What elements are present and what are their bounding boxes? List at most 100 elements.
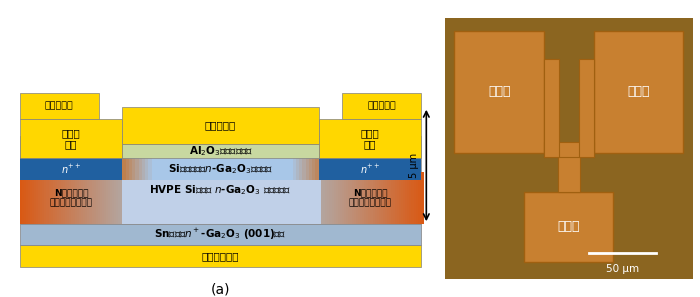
Bar bbox=[217, 158, 220, 181]
Bar bbox=[57, 172, 59, 224]
Bar bbox=[20, 119, 122, 158]
Bar bbox=[139, 158, 142, 181]
Text: (a): (a) bbox=[211, 283, 230, 297]
Text: Nイオン注入
電流ブロック領域: Nイオン注入 電流ブロック領域 bbox=[50, 188, 92, 208]
Bar bbox=[381, 172, 383, 224]
Bar bbox=[185, 158, 188, 181]
Bar bbox=[48, 172, 50, 224]
Bar bbox=[88, 172, 90, 224]
Bar bbox=[234, 158, 237, 181]
Bar bbox=[356, 172, 358, 224]
Bar bbox=[414, 172, 416, 224]
Bar bbox=[372, 172, 375, 224]
Bar bbox=[24, 172, 26, 224]
Bar bbox=[283, 158, 286, 181]
Bar bbox=[374, 172, 377, 224]
Bar bbox=[342, 172, 344, 224]
Bar bbox=[155, 158, 158, 181]
Bar bbox=[293, 158, 296, 181]
Bar bbox=[191, 158, 195, 181]
Bar bbox=[286, 158, 289, 181]
Bar bbox=[104, 172, 106, 224]
Bar bbox=[328, 172, 330, 224]
Bar bbox=[63, 172, 65, 224]
Text: $n^{++}$: $n^{++}$ bbox=[360, 163, 380, 176]
Text: パッド電極: パッド電極 bbox=[45, 102, 74, 111]
Bar bbox=[44, 172, 46, 224]
Bar bbox=[309, 158, 312, 181]
Bar bbox=[116, 172, 118, 224]
Bar bbox=[399, 172, 401, 224]
Bar bbox=[32, 172, 34, 224]
Bar bbox=[250, 158, 253, 181]
Bar bbox=[135, 158, 139, 181]
Bar bbox=[55, 172, 57, 224]
Bar bbox=[77, 172, 79, 224]
Bar bbox=[332, 172, 334, 224]
Bar bbox=[246, 158, 250, 181]
Text: ソース
電極: ソース 電極 bbox=[62, 128, 80, 149]
Bar bbox=[296, 158, 299, 181]
Bar bbox=[420, 172, 421, 224]
Bar bbox=[224, 158, 227, 181]
Bar bbox=[579, 59, 594, 157]
Bar bbox=[26, 172, 28, 224]
Bar bbox=[162, 158, 164, 181]
Bar bbox=[346, 172, 348, 224]
Bar bbox=[50, 172, 52, 224]
Bar bbox=[407, 172, 410, 224]
Bar bbox=[412, 172, 414, 224]
Bar bbox=[312, 158, 316, 181]
Bar bbox=[403, 172, 405, 224]
Bar bbox=[266, 158, 270, 181]
Bar bbox=[405, 172, 407, 224]
Text: ゲート: ゲート bbox=[557, 220, 580, 233]
Bar bbox=[20, 172, 22, 224]
Bar bbox=[75, 172, 77, 224]
Bar bbox=[220, 158, 224, 181]
Bar bbox=[129, 158, 132, 181]
Bar bbox=[164, 158, 168, 181]
Bar bbox=[340, 172, 342, 224]
Bar bbox=[122, 158, 125, 181]
Bar bbox=[172, 158, 175, 181]
Text: ドレイン電極: ドレイン電極 bbox=[202, 251, 239, 261]
Bar bbox=[178, 158, 181, 181]
Bar bbox=[94, 172, 96, 224]
Bar bbox=[260, 158, 263, 181]
Bar bbox=[34, 172, 36, 224]
Bar bbox=[387, 172, 389, 224]
Bar bbox=[370, 172, 372, 224]
Bar bbox=[214, 158, 217, 181]
Bar bbox=[363, 172, 364, 224]
Bar bbox=[114, 172, 116, 224]
Bar bbox=[118, 172, 120, 224]
Bar bbox=[201, 158, 204, 181]
Bar bbox=[379, 172, 381, 224]
Bar bbox=[122, 107, 318, 144]
Bar bbox=[401, 172, 403, 224]
Bar bbox=[41, 172, 43, 224]
Bar bbox=[377, 172, 379, 224]
Bar bbox=[330, 172, 332, 224]
Bar bbox=[69, 172, 71, 224]
Bar bbox=[270, 158, 273, 181]
Bar bbox=[237, 158, 240, 181]
Bar bbox=[20, 93, 99, 119]
Bar bbox=[594, 31, 683, 153]
Bar bbox=[279, 158, 283, 181]
Bar bbox=[197, 158, 201, 181]
Bar bbox=[22, 172, 24, 224]
Bar bbox=[391, 172, 393, 224]
Bar bbox=[125, 158, 129, 181]
Bar bbox=[318, 158, 421, 181]
Bar bbox=[240, 158, 244, 181]
Bar bbox=[28, 172, 30, 224]
Bar bbox=[253, 158, 256, 181]
Text: ソース
電極: ソース 電極 bbox=[360, 128, 379, 149]
Bar bbox=[383, 172, 385, 224]
Bar bbox=[96, 172, 98, 224]
Bar bbox=[299, 158, 302, 181]
Bar bbox=[181, 158, 185, 181]
Bar bbox=[71, 172, 73, 224]
